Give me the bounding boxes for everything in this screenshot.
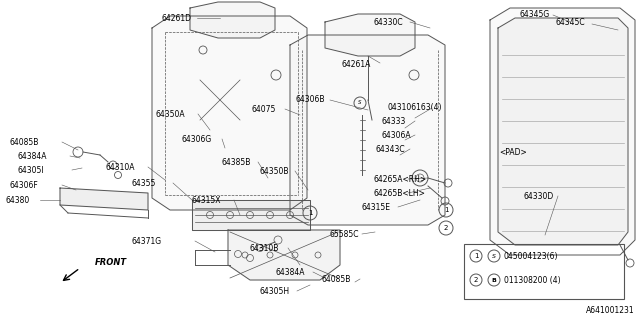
- Text: 64345C: 64345C: [556, 18, 586, 27]
- Text: 64333: 64333: [381, 117, 405, 126]
- Text: 64350B: 64350B: [259, 167, 289, 176]
- Text: 045004123(6): 045004123(6): [504, 252, 559, 260]
- Text: <PAD>: <PAD>: [499, 148, 527, 157]
- Text: 64330C: 64330C: [374, 18, 404, 27]
- Text: S: S: [492, 253, 496, 259]
- Polygon shape: [290, 35, 445, 225]
- Text: 011308200 (4): 011308200 (4): [504, 276, 561, 284]
- Text: 64385B: 64385B: [221, 158, 250, 167]
- Text: 64345G: 64345G: [519, 10, 549, 19]
- Text: 64315X: 64315X: [192, 196, 221, 205]
- Text: 64310A: 64310A: [105, 163, 134, 172]
- Polygon shape: [190, 2, 275, 38]
- Text: 64371G: 64371G: [132, 237, 162, 246]
- Text: 64330D: 64330D: [524, 192, 554, 201]
- Text: 64306G: 64306G: [181, 135, 211, 144]
- Text: 043106163(4): 043106163(4): [388, 103, 442, 112]
- Text: 64075: 64075: [252, 105, 276, 114]
- Text: FRONT: FRONT: [95, 258, 127, 267]
- Text: 64085B: 64085B: [321, 275, 350, 284]
- Text: 64350A: 64350A: [155, 110, 184, 119]
- Text: 64315E: 64315E: [361, 203, 390, 212]
- Text: 2: 2: [474, 277, 478, 283]
- Text: 64384A: 64384A: [18, 152, 47, 161]
- Polygon shape: [490, 8, 635, 255]
- Text: 64306A: 64306A: [381, 131, 411, 140]
- Text: 64265B<LH>: 64265B<LH>: [374, 189, 426, 198]
- Text: B: B: [492, 277, 497, 283]
- Text: 64355: 64355: [132, 179, 156, 188]
- Text: S: S: [358, 100, 362, 106]
- Text: 64261A: 64261A: [342, 60, 371, 69]
- Bar: [464, 244, 624, 299]
- Text: 64380: 64380: [5, 196, 29, 205]
- Text: 2: 2: [444, 225, 448, 231]
- Polygon shape: [60, 188, 148, 210]
- Polygon shape: [192, 200, 310, 230]
- Text: 65585C: 65585C: [329, 230, 358, 239]
- Polygon shape: [152, 16, 307, 210]
- Text: 64306F: 64306F: [10, 181, 39, 190]
- Polygon shape: [325, 14, 415, 56]
- Text: 1: 1: [474, 253, 478, 259]
- Text: 64310B: 64310B: [250, 244, 280, 253]
- Text: 64306B: 64306B: [296, 95, 326, 104]
- Text: A641001231: A641001231: [586, 306, 635, 315]
- Text: 64384A: 64384A: [275, 268, 305, 277]
- Text: 64343C: 64343C: [376, 145, 406, 154]
- Text: 64261D: 64261D: [162, 14, 192, 23]
- Text: 64085B: 64085B: [10, 138, 40, 147]
- Text: 1: 1: [308, 210, 312, 216]
- Polygon shape: [498, 18, 628, 245]
- Text: 64305I: 64305I: [18, 166, 45, 175]
- Text: 64265A<RH>: 64265A<RH>: [374, 175, 427, 184]
- Text: 1: 1: [444, 207, 448, 213]
- Text: 64305H: 64305H: [260, 287, 290, 296]
- Polygon shape: [228, 230, 340, 280]
